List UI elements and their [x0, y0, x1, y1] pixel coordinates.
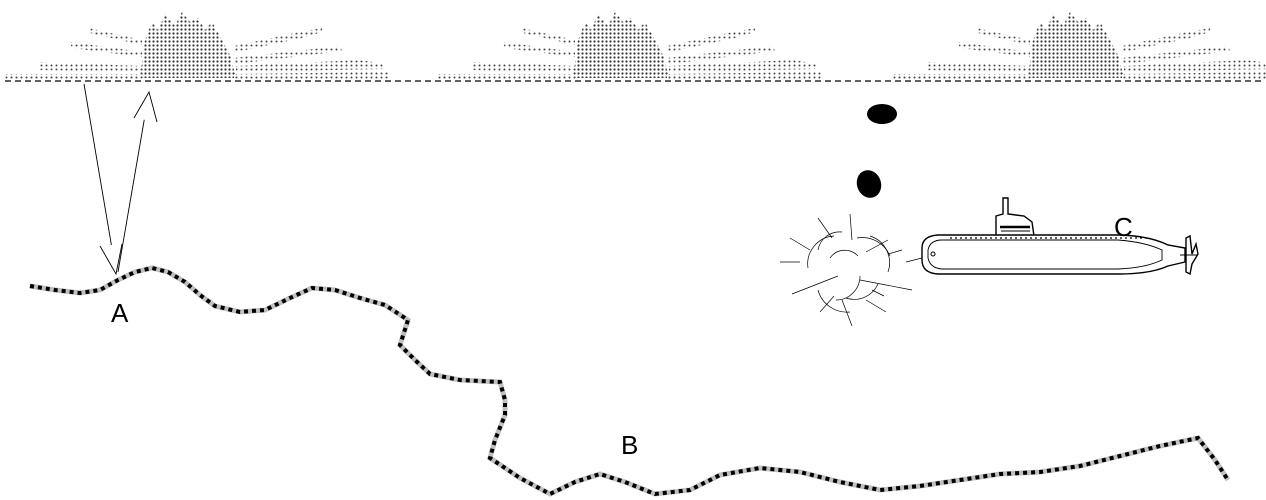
- label-b: B: [621, 430, 638, 460]
- cloud-icon: [438, 12, 823, 80]
- label-a: A: [111, 298, 129, 328]
- depth-charge-icon: [867, 104, 897, 124]
- sonar-ping-arrows: [83, 83, 158, 276]
- submarine-icon: [921, 197, 1199, 276]
- cloud-icon: [5, 12, 390, 80]
- explosion-icon: [780, 213, 923, 327]
- cloud-icon: [893, 12, 1266, 80]
- seabed-line: [29, 265, 1231, 497]
- label-c: C: [1114, 212, 1133, 242]
- depth-charge-icon: [856, 170, 882, 198]
